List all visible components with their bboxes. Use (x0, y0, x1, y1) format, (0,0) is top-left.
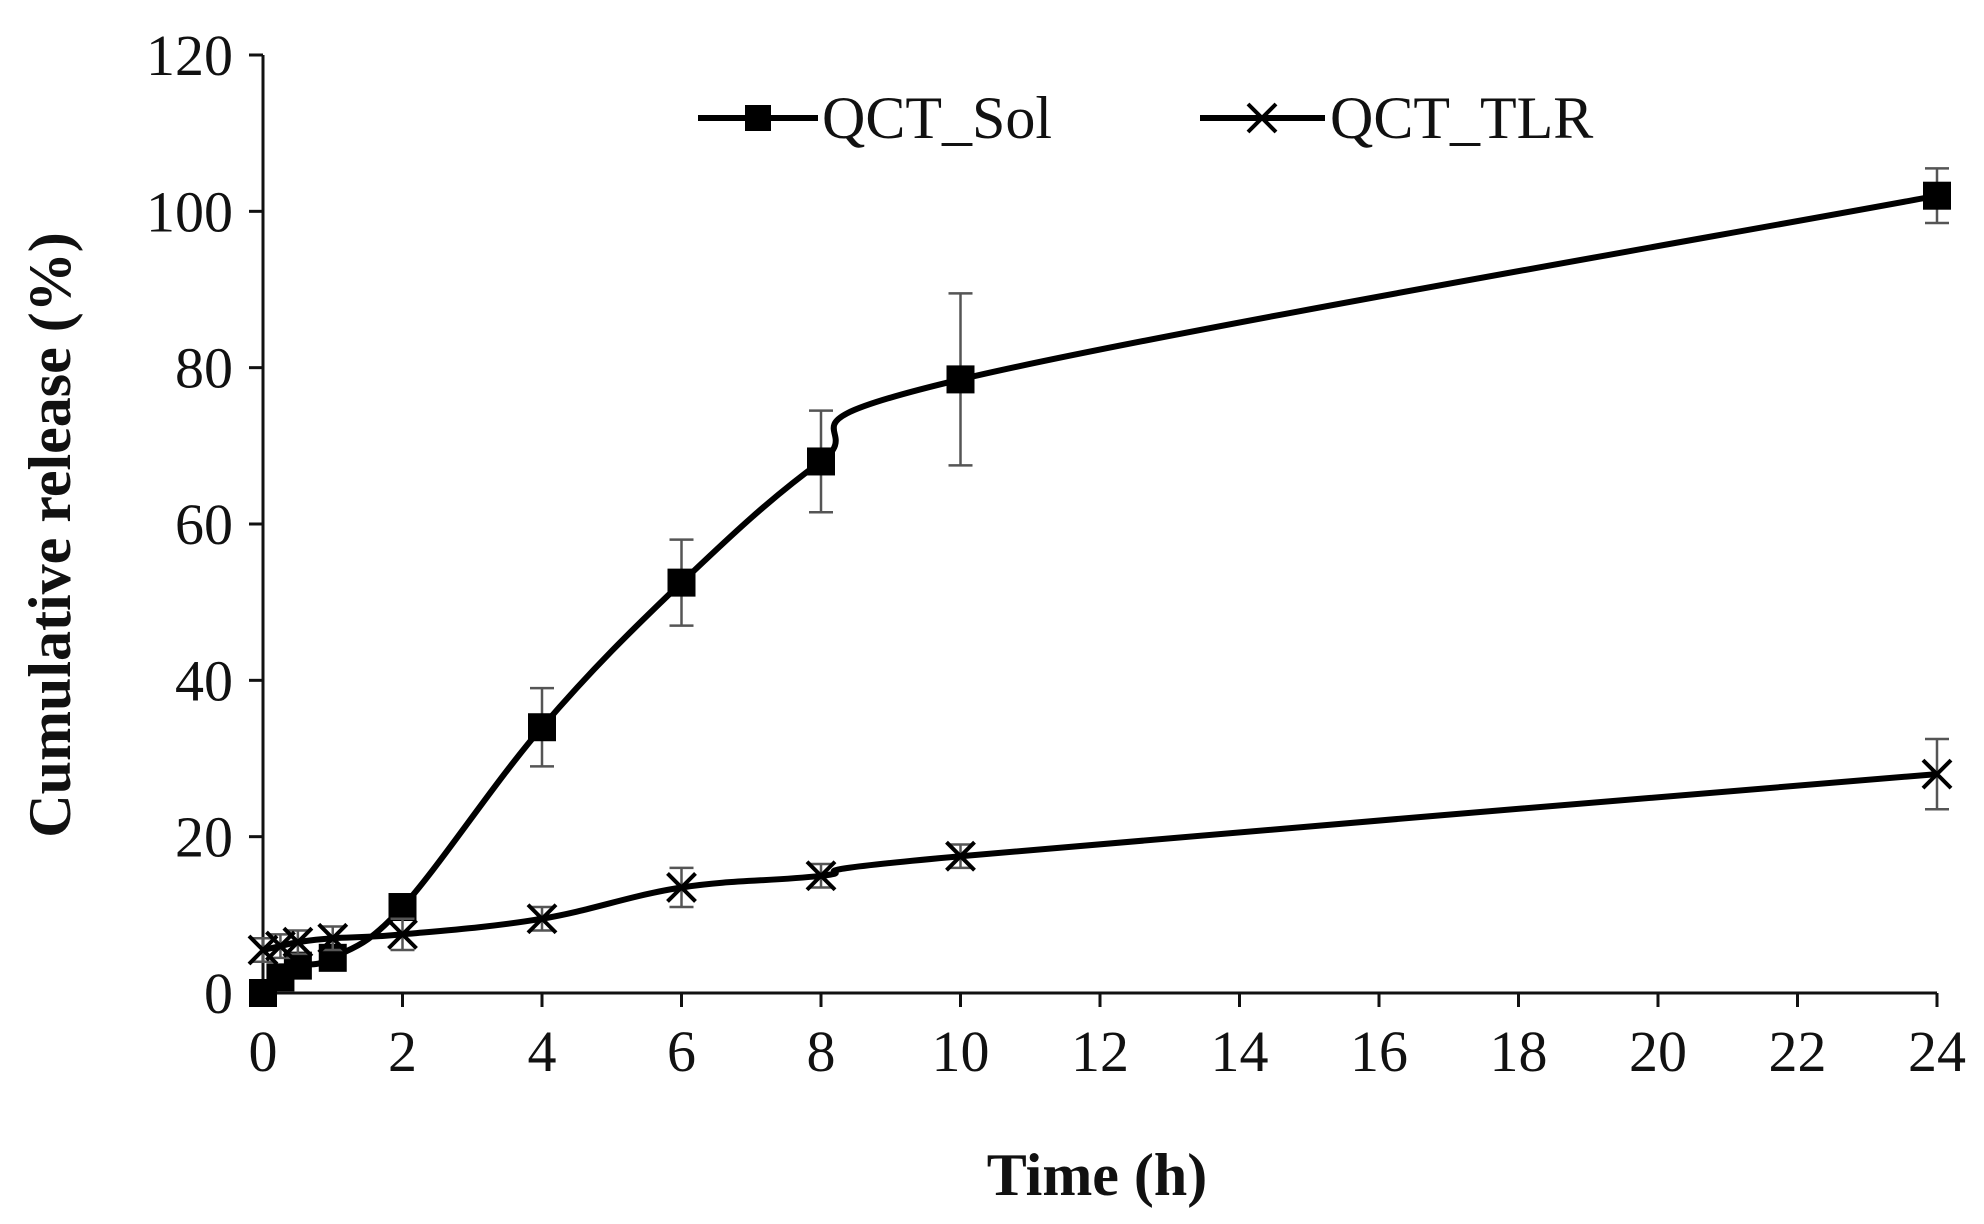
data-point-x (1921, 758, 1953, 790)
legend-marker-x-icon (1246, 102, 1278, 134)
x-tick-label: 2 (388, 1019, 417, 1084)
y-tick-label: 80 (175, 336, 233, 401)
x-tick-label: 4 (528, 1019, 557, 1084)
y-tick-label: 0 (204, 961, 233, 1026)
legend-label-qct-tlr: QCT_TLR (1330, 85, 1593, 151)
y-tick-label: 100 (146, 179, 233, 244)
y-tick-label: 40 (175, 648, 233, 713)
data-point-square (807, 447, 835, 476)
data-point-square (388, 893, 417, 922)
legend-item-qct-sol: QCT_Sol (698, 85, 1052, 151)
series-layer (247, 167, 1953, 1007)
series-qct-tlr (247, 737, 1953, 966)
legend-item-qct-tlr: QCT_TLR (1200, 85, 1593, 151)
data-point-x (282, 926, 314, 958)
data-point-x (317, 922, 349, 954)
y-tick-label: 20 (175, 805, 233, 870)
x-axis-ticks: 0 2 4 6 8 10 12 14 16 18 20 22 24 (249, 993, 1966, 1084)
x-tick-label: 20 (1629, 1019, 1687, 1084)
data-point-x (945, 840, 976, 872)
data-point-square (1923, 181, 1951, 210)
x-tick-label: 6 (667, 1019, 696, 1084)
data-point-x (387, 918, 418, 950)
series-qct-sol (249, 167, 1951, 1007)
data-point-x (526, 903, 558, 935)
y-axis-title: Cumulative release (%) (17, 232, 83, 837)
data-point-square (946, 365, 975, 394)
legend: QCT_Sol QCT_TLR (698, 85, 1593, 151)
x-tick-label: 0 (249, 1019, 278, 1084)
x-tick-label: 16 (1350, 1019, 1408, 1084)
x-tick-label: 22 (1769, 1019, 1827, 1084)
legend-marker-square-icon (745, 105, 771, 131)
data-point-x (666, 872, 697, 903)
series-line (262, 771, 1938, 953)
data-point-x (805, 860, 837, 892)
data-point-square (528, 713, 556, 742)
x-tick-label: 24 (1908, 1019, 1966, 1084)
x-tick-label: 8 (807, 1019, 836, 1084)
y-axis-ticks: 0 20 40 60 80 100 120 (146, 23, 263, 1026)
y-tick-label: 120 (146, 23, 233, 88)
axes (261, 55, 1937, 995)
legend-label-qct-sol: QCT_Sol (822, 85, 1052, 151)
y-tick-label: 60 (175, 492, 233, 557)
x-tick-label: 18 (1490, 1019, 1548, 1084)
x-tick-label: 14 (1211, 1019, 1269, 1084)
x-tick-label: 12 (1071, 1019, 1129, 1084)
x-axis-title: Time (h) (987, 1142, 1208, 1208)
data-point-square (667, 568, 696, 597)
series-line (260, 192, 1938, 996)
x-tick-label: 10 (932, 1019, 990, 1084)
